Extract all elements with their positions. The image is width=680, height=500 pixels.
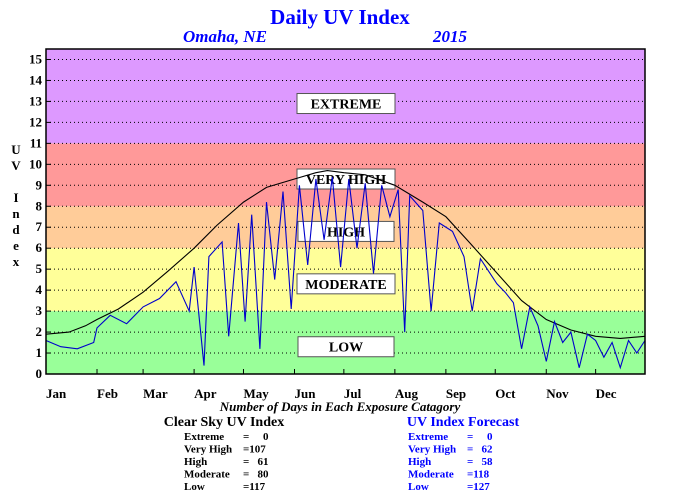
y-tick-label: 11 <box>30 135 42 150</box>
clear-sky-stats: Extreme = 0 Very High =107 High = 61 Moderate =… <box>184 431 269 493</box>
stat-value: = 0 <box>467 431 493 443</box>
stat-value: =127 <box>467 481 490 493</box>
x-tick-aug: Aug <box>395 386 419 401</box>
stat-value: = 61 <box>243 456 269 468</box>
x-tick-apr: Apr <box>194 386 217 401</box>
y-tick-label: 2 <box>36 324 43 339</box>
stat-label-extreme: Extreme <box>184 431 224 443</box>
y-tick-label: 5 <box>36 261 43 276</box>
clear-sky-line <box>45 170 646 339</box>
stat-value: = 0 <box>243 431 269 443</box>
y-label-letter: d <box>12 222 20 237</box>
y-label-letter: e <box>13 238 19 253</box>
y-label-letter: U <box>11 142 21 157</box>
stat-value: = 62 <box>467 444 493 456</box>
x-tick-jul: Jul <box>344 386 362 401</box>
stat-value: = 58 <box>467 456 493 468</box>
stat-label-extreme: Extreme <box>408 431 448 443</box>
stat-label-high: High <box>408 456 431 468</box>
x-axis-ticks: Jan Feb Mar Apr May Jun Jul Aug Sep Oct Nov Dec <box>45 369 617 401</box>
y-tick-label: 4 <box>36 282 43 297</box>
band-label-low: LOW <box>329 341 363 356</box>
stat-label-low: Low <box>408 481 429 493</box>
summary-caption: Number of Days in Each Exposure Catagory <box>219 399 461 414</box>
band-label-very-high: VERY HIGH <box>306 173 386 188</box>
x-tick-dec: Dec <box>596 386 617 401</box>
stat-label-low: Low <box>184 481 205 493</box>
band-label-box <box>297 336 395 358</box>
band-label-moderate: MODERATE <box>305 278 386 293</box>
y-tick-label: 12 <box>29 114 42 129</box>
y-tick-label: 8 <box>36 198 43 213</box>
band-label-box <box>296 273 396 295</box>
y-label-letter: x <box>13 254 20 269</box>
chart-year: 2015 <box>432 27 468 46</box>
y-tick-label: 6 <box>36 240 43 255</box>
forecast-line <box>45 176 646 370</box>
stat-label-high: High <box>184 456 207 468</box>
stat-value: = 80 <box>243 469 269 481</box>
y-label-letter: V <box>11 158 21 173</box>
y-tick-label: 14 <box>29 72 43 87</box>
x-tick-jan: Jan <box>46 386 67 401</box>
band-label-box <box>296 93 396 115</box>
x-tick-mar: Mar <box>143 386 168 401</box>
forecast-title: UV Index Forecast <box>407 415 520 430</box>
y-tick-label: 10 <box>29 156 42 171</box>
plot-frame <box>45 48 646 375</box>
clear-sky-title: Clear Sky UV Index <box>164 415 284 430</box>
forecast-stats: Extreme = 0 Very High = 62 High = 58 Moderate =… <box>408 431 493 493</box>
band-label-extreme: EXTREME <box>311 98 382 113</box>
y-tick-label: 3 <box>36 303 43 318</box>
y-tick-label: 7 <box>36 219 43 234</box>
series-lines <box>45 170 646 370</box>
x-tick-jun: Jun <box>294 386 316 401</box>
y-tick-label: 13 <box>29 93 43 108</box>
band-label-box <box>296 168 396 190</box>
chart-title: Daily UV Index <box>270 5 410 29</box>
y-tick-label: 9 <box>36 177 43 192</box>
stat-value: =118 <box>467 469 490 481</box>
y-tick-label: 1 <box>36 345 43 360</box>
stat-label-moderate: Moderate <box>408 469 454 481</box>
y-tick-label: 15 <box>29 51 43 66</box>
y-label-letter: n <box>12 206 20 221</box>
x-tick-feb: Feb <box>97 386 118 401</box>
stat-value: =107 <box>243 444 266 456</box>
stat-value: =117 <box>243 481 266 493</box>
x-tick-oct: Oct <box>495 386 516 401</box>
x-tick-may: May <box>243 386 269 401</box>
stat-label-moderate: Moderate <box>184 469 230 481</box>
x-tick-sep: Sep <box>446 386 466 401</box>
stat-label-very-high: Very High <box>408 444 456 456</box>
y-axis-label: UV Index <box>11 142 21 269</box>
chart-location: Omaha, NE <box>183 27 267 46</box>
y-tick-label: 0 <box>36 366 43 381</box>
x-tick-nov: Nov <box>546 386 569 401</box>
y-label-letter: I <box>13 190 18 205</box>
stat-label-very-high: Very High <box>184 444 232 456</box>
